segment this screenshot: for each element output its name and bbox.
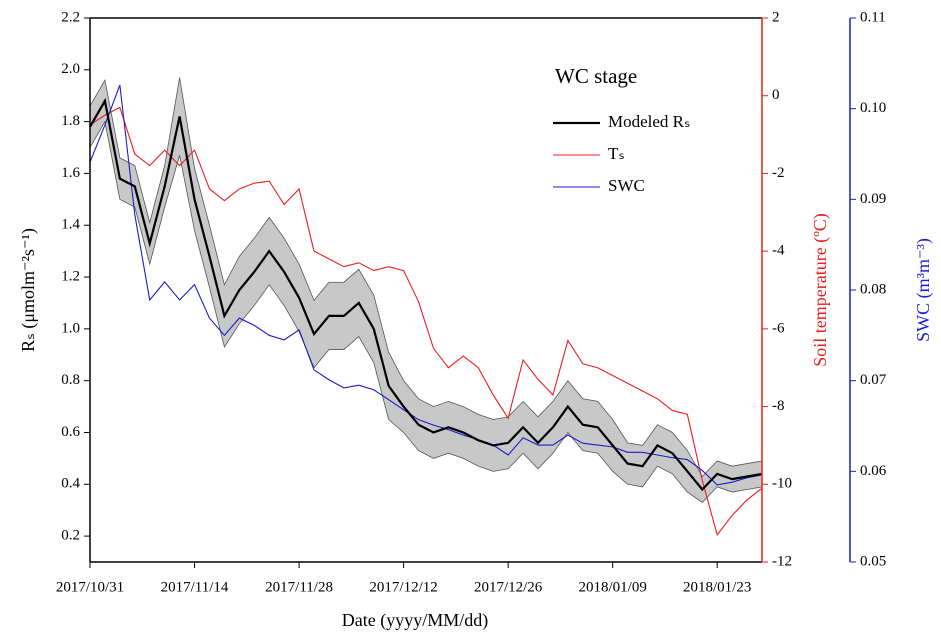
series-line bbox=[89, 84, 763, 486]
legend-title: WC stage bbox=[555, 64, 637, 88]
y2-tick-label: -8 bbox=[772, 398, 785, 414]
y3-axis-title: SWC (m³m⁻³) bbox=[913, 238, 934, 342]
legend-label: Tₛ bbox=[608, 144, 625, 163]
y-axis-title: Rₛ (μmolm⁻²s⁻¹) bbox=[18, 228, 39, 352]
y3-tick-label: 0.08 bbox=[860, 281, 886, 297]
confidence-band bbox=[89, 77, 763, 503]
y2-tick-label: -2 bbox=[772, 165, 785, 181]
y3-tick-label: 0.06 bbox=[860, 463, 887, 479]
y-tick-label: 0.8 bbox=[61, 372, 80, 388]
y-tick-label: 2.2 bbox=[61, 9, 80, 25]
y-tick-label: 1.4 bbox=[61, 217, 80, 233]
y2-tick-label: -6 bbox=[772, 320, 785, 336]
y-tick-label: 0.2 bbox=[61, 528, 80, 544]
y-tick-label: 1.8 bbox=[61, 113, 80, 129]
y-tick-label: 1.0 bbox=[61, 320, 80, 336]
y3-tick-label: 0.05 bbox=[860, 553, 886, 569]
x-tick-label: 2018/01/09 bbox=[578, 579, 646, 595]
y2-tick-label: -10 bbox=[772, 476, 792, 492]
legend-label: Modeled Rₛ bbox=[608, 112, 690, 131]
x-tick-label: 2017/11/28 bbox=[265, 579, 333, 595]
legend-label: SWC bbox=[608, 176, 645, 195]
y3-tick-label: 0.11 bbox=[860, 9, 886, 25]
x-tick-label: 2018/01/23 bbox=[683, 579, 751, 595]
y3-tick-label: 0.07 bbox=[860, 372, 887, 388]
y-tick-label: 1.2 bbox=[61, 268, 80, 284]
x-tick-label: 2017/11/14 bbox=[161, 579, 229, 595]
y2-tick-label: -12 bbox=[772, 553, 792, 569]
series-line bbox=[89, 97, 763, 492]
y-tick-label: 1.6 bbox=[61, 165, 80, 181]
x-tick-label: 2017/10/31 bbox=[56, 579, 124, 595]
y-tick-label: 0.4 bbox=[61, 476, 80, 492]
series-line bbox=[89, 106, 763, 537]
y3-tick-label: 0.10 bbox=[860, 100, 886, 116]
y2-tick-label: 2 bbox=[772, 9, 780, 25]
x-axis-title: Date (yyyy/MM/dd) bbox=[342, 610, 488, 631]
y2-axis-title: Soil temperature (ºC) bbox=[810, 213, 831, 367]
x-tick-label: 2017/12/26 bbox=[474, 579, 543, 595]
y2-tick-label: -4 bbox=[772, 243, 785, 259]
y-tick-label: 2.0 bbox=[61, 61, 80, 77]
y3-tick-label: 0.09 bbox=[860, 191, 886, 207]
x-tick-label: 2017/12/12 bbox=[369, 579, 437, 595]
y2-tick-label: 0 bbox=[772, 87, 780, 103]
y-tick-label: 0.6 bbox=[61, 424, 80, 440]
